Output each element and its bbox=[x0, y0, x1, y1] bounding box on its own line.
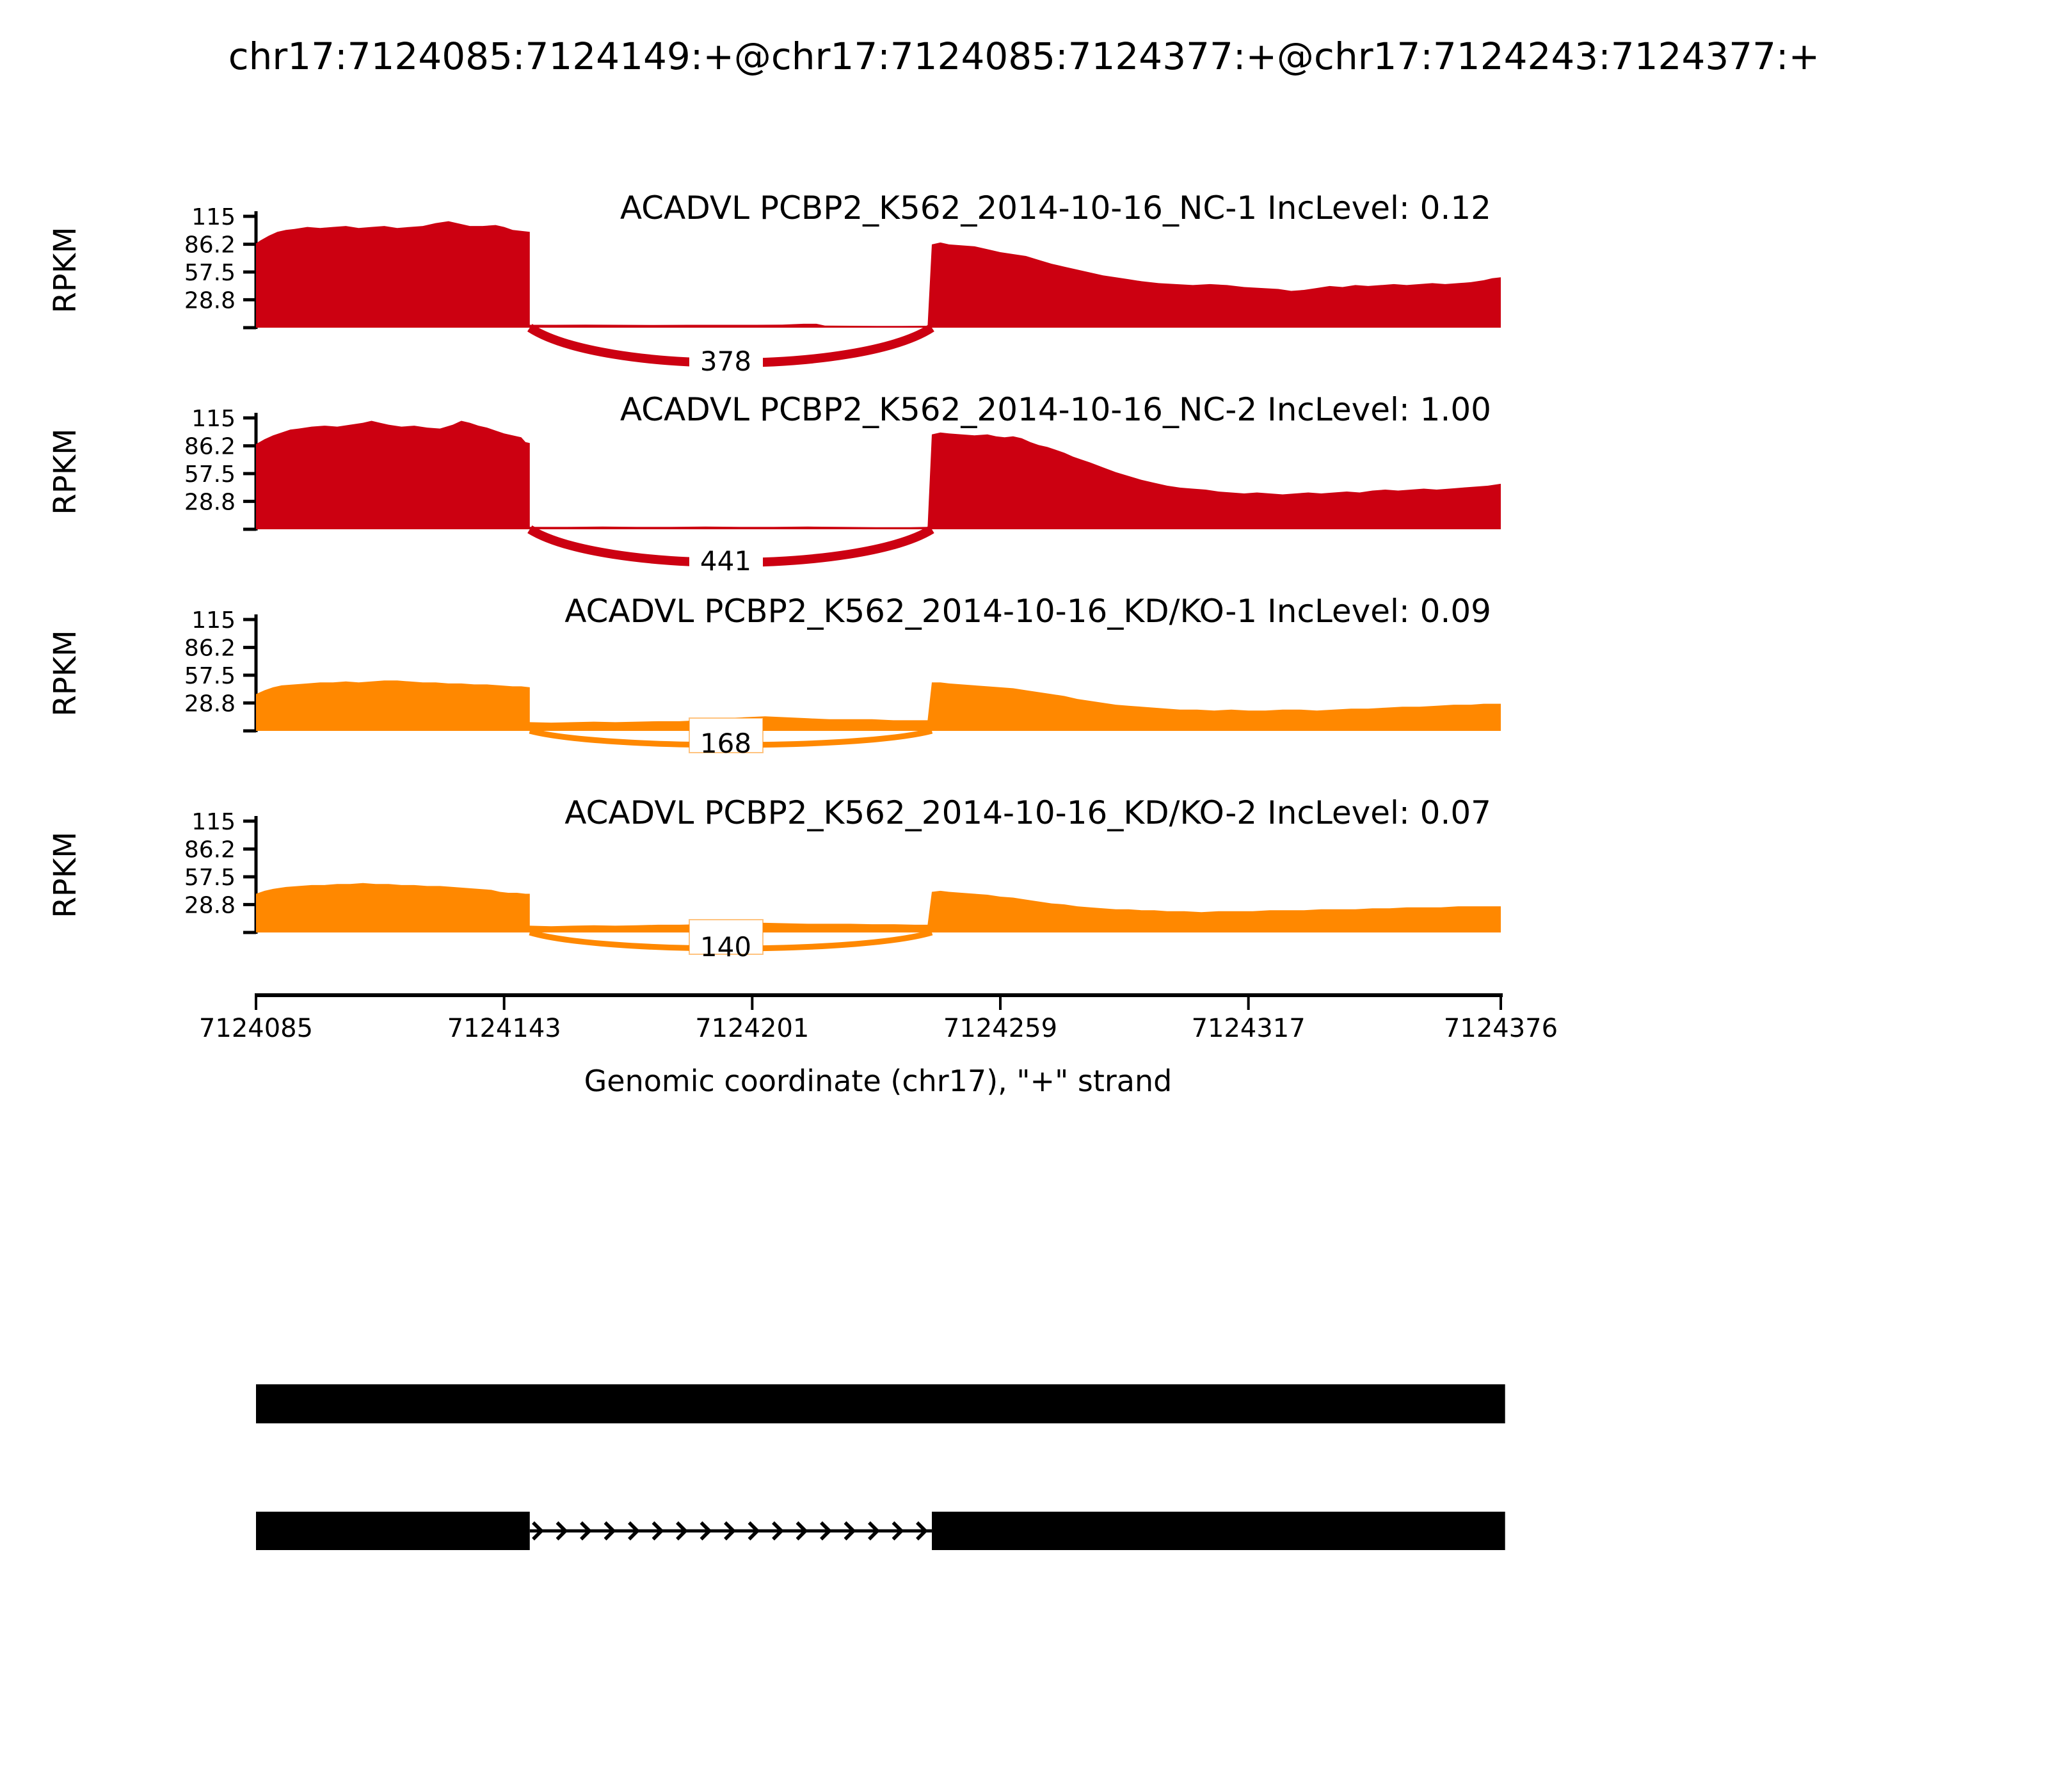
track-3-coverage bbox=[256, 680, 1501, 731]
track-2-coverage bbox=[256, 420, 1501, 529]
y-axis-tick-label: 115 bbox=[191, 406, 236, 432]
y-axis-tick-label: 86.2 bbox=[184, 434, 236, 460]
track-3-label: ACADVL PCBP2_K562_2014-10-16_KD/KO-1 Inc… bbox=[564, 593, 1491, 630]
x-axis-tick-label: 7124201 bbox=[695, 1014, 809, 1043]
x-axis-tick-label: 7124259 bbox=[943, 1014, 1057, 1043]
track-2-junction-count: 441 bbox=[700, 545, 751, 577]
y-axis-tick-label: 57.5 bbox=[184, 663, 236, 689]
intron-direction-arrow bbox=[700, 1521, 712, 1540]
track-2-label: ACADVL PCBP2_K562_2014-10-16_NC-2 IncLev… bbox=[620, 391, 1491, 428]
track-1-junction-count: 378 bbox=[700, 346, 751, 377]
intron-direction-arrow bbox=[844, 1521, 856, 1540]
x-axis-title: Genomic coordinate (chr17), "+" strand bbox=[584, 1064, 1172, 1098]
intron-direction-arrow bbox=[628, 1521, 640, 1540]
track-1-label: ACADVL PCBP2_K562_2014-10-16_NC-1 IncLev… bbox=[620, 189, 1491, 227]
intron-direction-arrow bbox=[556, 1521, 568, 1540]
intron-direction-arrow bbox=[676, 1521, 688, 1540]
junction-count-box bbox=[689, 919, 764, 955]
y-axis-tick-label: 86.2 bbox=[184, 636, 236, 662]
x-axis-tick-label: 7124143 bbox=[447, 1014, 561, 1043]
y-axis-tick-label: 115 bbox=[191, 809, 236, 835]
track-4-junction-count: 140 bbox=[700, 931, 751, 963]
intron-direction-arrow bbox=[652, 1521, 664, 1540]
intron-direction-arrow bbox=[724, 1521, 736, 1540]
plot-title: chr17:7124085:7124149:+@chr17:7124085:71… bbox=[228, 35, 1820, 78]
rpkm-axis-label: RPKM bbox=[47, 831, 83, 918]
intron-direction-arrow bbox=[796, 1521, 808, 1540]
intron-direction-arrow bbox=[820, 1521, 832, 1540]
x-axis-tick-label: 7124317 bbox=[1192, 1014, 1306, 1043]
y-axis-tick-label: 86.2 bbox=[184, 837, 236, 863]
intron-direction-arrow bbox=[892, 1521, 904, 1540]
track-4-coverage bbox=[256, 883, 1501, 932]
junction-count-box bbox=[689, 717, 764, 753]
isoform-skipped-exon1-bar bbox=[256, 1512, 530, 1550]
track-4-label: ACADVL PCBP2_K562_2014-10-16_KD/KO-2 Inc… bbox=[564, 794, 1491, 831]
intron-direction-arrow bbox=[868, 1521, 880, 1540]
junction-count-box bbox=[689, 546, 763, 579]
x-axis-tick-label: 7124376 bbox=[1444, 1014, 1558, 1043]
y-axis-tick-label: 28.8 bbox=[184, 287, 236, 314]
y-axis-tick-label: 28.8 bbox=[184, 691, 236, 717]
intron-direction-arrow bbox=[916, 1521, 928, 1540]
y-axis-tick-label: 115 bbox=[191, 607, 236, 634]
rpkm-axis-label: RPKM bbox=[47, 227, 83, 313]
track-1-coverage bbox=[256, 221, 1501, 328]
y-axis-tick-label: 28.8 bbox=[184, 489, 236, 515]
intron-direction-arrow bbox=[580, 1521, 592, 1540]
y-axis-tick-label: 57.5 bbox=[184, 461, 236, 488]
y-axis-tick-label: 28.8 bbox=[184, 892, 236, 918]
track-3-junction-count: 168 bbox=[700, 728, 751, 759]
y-axis-tick-label: 86.2 bbox=[184, 232, 236, 259]
rpkm-axis-label: RPKM bbox=[47, 428, 83, 515]
junction-count-box bbox=[689, 344, 763, 378]
y-axis-tick-label: 115 bbox=[191, 204, 236, 230]
isoform-long-exon-bar bbox=[256, 1384, 1505, 1423]
intron-direction-arrow bbox=[604, 1521, 616, 1540]
y-axis-tick-label: 57.5 bbox=[184, 865, 236, 891]
intron-direction-arrow bbox=[748, 1521, 760, 1540]
y-axis-tick-label: 57.5 bbox=[184, 260, 236, 286]
intron-direction-arrow bbox=[532, 1521, 544, 1540]
intron-direction-arrow bbox=[772, 1521, 784, 1540]
x-axis-tick-label: 7124085 bbox=[199, 1014, 313, 1043]
rpkm-axis-label: RPKM bbox=[47, 630, 83, 716]
isoform-skipped-exon2-bar bbox=[932, 1512, 1505, 1550]
